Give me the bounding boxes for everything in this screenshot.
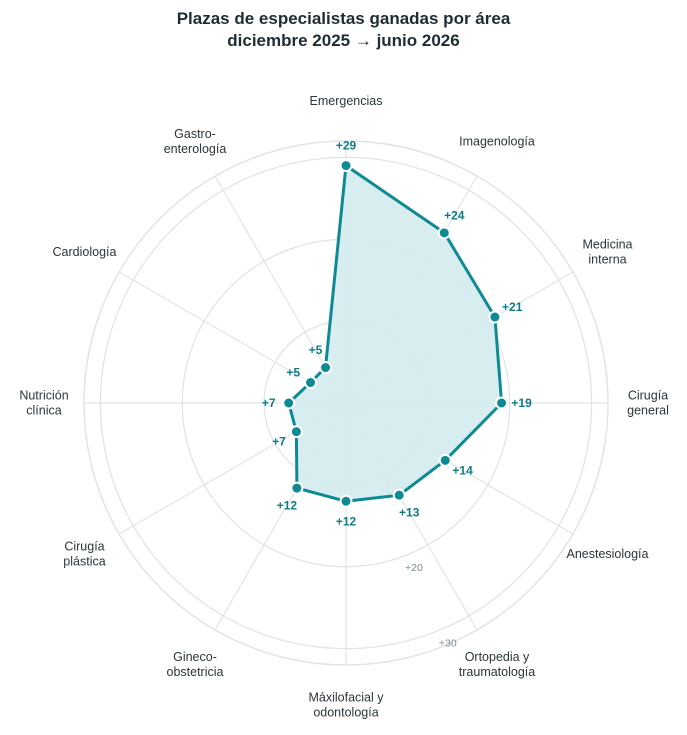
category-label: Imagenología (459, 135, 535, 149)
data-point (392, 488, 406, 502)
category-label: Medicina interna (582, 238, 632, 267)
category-label: Máxilofacial y odontología (308, 691, 384, 720)
value-label: +7 (262, 396, 276, 410)
value-label: +29 (336, 139, 357, 153)
chart-title: Plazas de especialistas ganadas por área (176, 9, 511, 28)
data-point (339, 494, 353, 508)
value-label: +13 (399, 506, 420, 520)
value-label: +5 (309, 343, 323, 357)
data-point (488, 310, 502, 324)
data-point (304, 376, 318, 390)
category-label: Cirugía plástica (63, 540, 105, 569)
category-label: Emergencias (310, 94, 383, 108)
value-label: +21 (502, 300, 523, 314)
data-point (289, 425, 303, 439)
ring-tick-label: +20 (405, 562, 423, 574)
value-label: +7 (272, 435, 286, 449)
category-label: Nutrición clínica (19, 389, 68, 418)
data-point (282, 396, 296, 410)
category-label: Anestesiología (566, 547, 648, 561)
value-label: +14 (452, 463, 473, 477)
category-label: Gineco-obstetricia (167, 650, 224, 679)
value-label: +19 (511, 396, 532, 410)
category-label: Cirugía general (627, 389, 669, 418)
value-label: +24 (444, 209, 465, 223)
data-point (339, 159, 353, 173)
radar-series-area (287, 164, 504, 503)
value-label: +5 (286, 366, 300, 380)
value-label: +12 (277, 498, 298, 512)
ring-tick-label: +30 (439, 637, 457, 649)
category-label: Cardiología (53, 245, 117, 259)
chart-subtitle: diciembre 2025 → junio 2026 (227, 31, 460, 50)
data-point (319, 361, 333, 375)
data-point (438, 453, 452, 467)
category-label: Gastro-enterología (164, 127, 227, 156)
chart-title-block: Plazas de especialistas ganadas por área… (0, 8, 687, 52)
data-point (437, 226, 451, 240)
category-label: Ortopedia y traumatología (459, 650, 535, 679)
value-label: +12 (336, 514, 357, 528)
data-point (290, 481, 304, 495)
data-point (495, 396, 509, 410)
